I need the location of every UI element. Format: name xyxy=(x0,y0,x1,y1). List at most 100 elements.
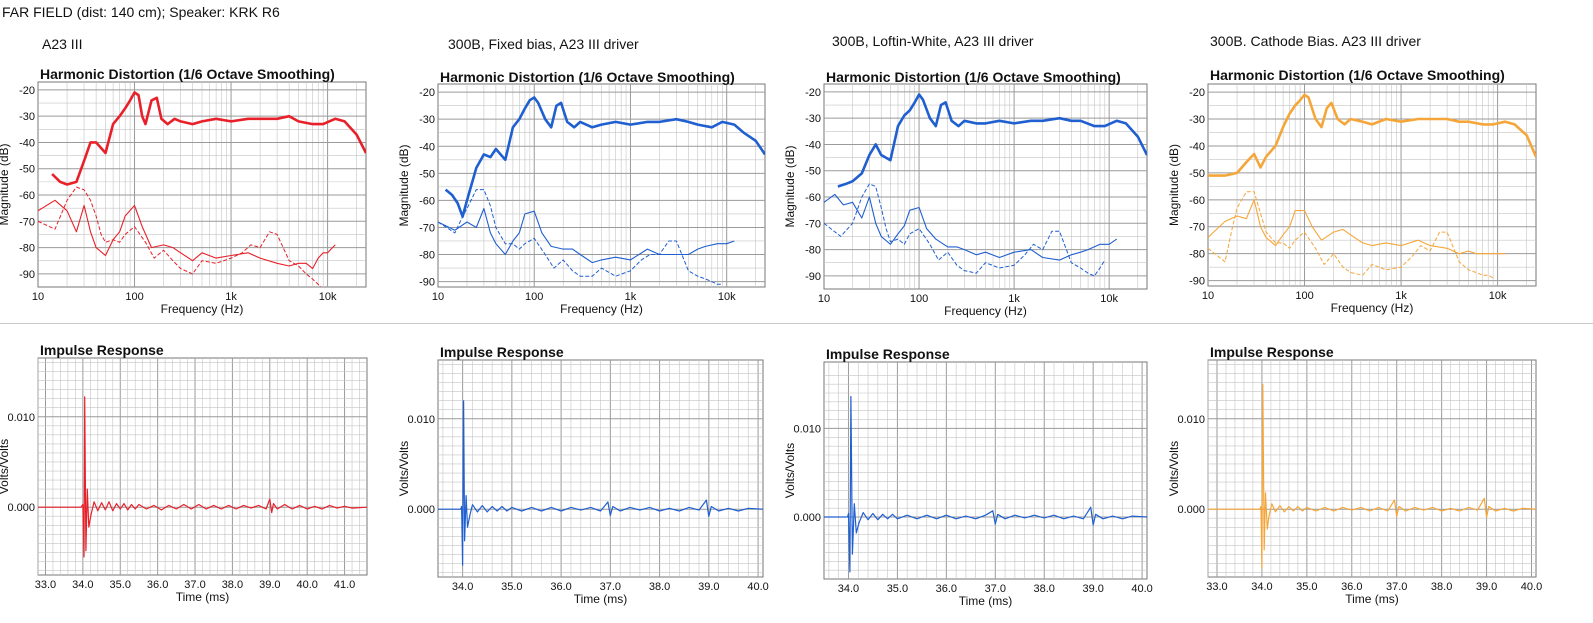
x-tick-label: 40.0 xyxy=(1131,583,1152,595)
y-axis-label: Magnitude (dB) xyxy=(783,145,797,227)
harmonic-distortion-chart-2: 10 100 1k 10k -20 -30 -40 -50 -60 -70 -80 -90 Harmon… xyxy=(397,69,766,316)
y-tick-label: -60 xyxy=(419,195,435,207)
x-tick-label: 37.0 xyxy=(1386,581,1407,593)
y-tick-label: -90 xyxy=(419,277,435,289)
x-tick-label: 35.0 xyxy=(887,583,908,595)
x-tick-label: 36.0 xyxy=(936,583,957,595)
harmonic-distortion-chart-1: 10 100 1k 10k -20 -30 -40 -50 -60 -70 -80 -90 Harmon… xyxy=(0,66,367,316)
x-tick-label: 10 xyxy=(818,293,830,305)
x-tick-label: 10 xyxy=(432,291,444,303)
y-tick-label: 0.000 xyxy=(7,502,35,514)
x-axis-label: Time (ms) xyxy=(1345,592,1399,606)
panel-subtitle-2: 300B, Fixed bias, A23 III driver xyxy=(448,36,639,52)
x-tick-label: 1k xyxy=(1395,290,1407,302)
y-axis-label: Volts/Volts xyxy=(0,439,11,494)
x-tick-label: 36.0 xyxy=(1341,581,1362,593)
series-fundamental xyxy=(837,93,1147,188)
y-tick-label: -70 xyxy=(1189,222,1205,234)
x-tick-label: 100 xyxy=(1295,290,1313,302)
x-tick-label: 40.0 xyxy=(1521,581,1542,593)
harmonic-distortion-chart-3: 10 100 1k 10k -20 -30 -40 -50 -60 -70 -80 -90 Harmon… xyxy=(783,69,1148,318)
x-tick-label: 38.0 xyxy=(222,579,243,591)
chart-title: Impulse Response xyxy=(1210,344,1334,360)
x-tick-label: 10 xyxy=(1202,290,1214,302)
y-tick-label: -30 xyxy=(19,111,35,123)
y-tick-label: -30 xyxy=(805,113,821,125)
y-tick-label: 0.000 xyxy=(1177,504,1205,516)
impulse-response-chart-4: 33.0 34.0 35.0 36.0 37.0 38.0 39.0 40.0 0.000 0.0… xyxy=(1167,344,1542,606)
y-tick-label: -80 xyxy=(1189,249,1205,261)
x-tick-label: 39.0 xyxy=(698,581,719,593)
y-tick-label: -90 xyxy=(19,269,35,281)
series-impulse xyxy=(824,395,1147,573)
y-axis-label: Magnitude (dB) xyxy=(0,143,11,225)
x-tick-label: 34.0 xyxy=(838,583,859,595)
impulse-response-chart-2: 34.0 35.0 36.0 37.0 38.0 39.0 40.0 0.000 0.010 Im… xyxy=(397,344,769,606)
series-impulse xyxy=(1208,383,1536,569)
x-tick-label: 38.0 xyxy=(649,581,670,593)
y-tick-label: -90 xyxy=(1189,276,1205,288)
x-axis-label: Frequency (Hz) xyxy=(560,302,643,316)
y-tick-label: -30 xyxy=(419,114,435,126)
y-tick-label: -80 xyxy=(805,245,821,257)
y-tick-label: -60 xyxy=(19,190,35,202)
series-fundamental xyxy=(444,96,765,218)
chart-title: Harmonic Distortion (1/6 Octave Smoothin… xyxy=(826,69,1121,85)
series-harmonic-dashed xyxy=(824,183,1106,277)
x-tick-label: 33.0 xyxy=(35,579,56,591)
x-axis-label: Frequency (Hz) xyxy=(1331,301,1414,315)
y-tick-label: 0.010 xyxy=(407,414,435,426)
y-tick-label: -70 xyxy=(805,218,821,230)
y-tick-label: 0.000 xyxy=(407,504,435,516)
x-tick-label: 39.0 xyxy=(1476,581,1497,593)
y-tick-label: -60 xyxy=(805,192,821,204)
y-tick-label: -50 xyxy=(1189,168,1205,180)
y-tick-label: -60 xyxy=(1189,195,1205,207)
series-harmonic-solid xyxy=(38,199,336,270)
x-tick-label: 100 xyxy=(910,293,928,305)
y-tick-label: -80 xyxy=(19,243,35,255)
x-axis-label: Time (ms) xyxy=(959,594,1013,608)
x-tick-label: 35.0 xyxy=(110,579,131,591)
chart-title: Harmonic Distortion (1/6 Octave Smoothin… xyxy=(1210,67,1505,83)
x-tick-label: 36.0 xyxy=(550,581,571,593)
x-tick-label: 39.0 xyxy=(1082,583,1103,595)
x-tick-label: 40.0 xyxy=(296,579,317,591)
y-axis-label: Magnitude (dB) xyxy=(397,144,411,226)
x-tick-label: 1k xyxy=(1008,293,1020,305)
x-tick-label: 10k xyxy=(1489,290,1507,302)
y-tick-label: -20 xyxy=(1189,87,1205,99)
y-tick-label: 0.010 xyxy=(793,423,821,435)
series-harmonic-solid xyxy=(438,207,735,264)
x-axis-label: Time (ms) xyxy=(176,590,230,604)
y-axis-label: Volts/Volts xyxy=(1167,441,1181,496)
x-tick-label: 33.0 xyxy=(1206,581,1227,593)
x-tick-label: 35.0 xyxy=(501,581,522,593)
x-tick-label: 37.0 xyxy=(184,579,205,591)
x-tick-label: 37.0 xyxy=(985,583,1006,595)
y-tick-label: -20 xyxy=(805,87,821,99)
y-tick-label: -70 xyxy=(19,216,35,228)
x-tick-label: 10k xyxy=(1100,293,1118,305)
chart-title: Impulse Response xyxy=(826,346,950,362)
y-tick-label: -40 xyxy=(1189,141,1205,153)
x-tick-label: 34.0 xyxy=(1251,581,1272,593)
y-tick-label: -30 xyxy=(1189,114,1205,126)
x-tick-label: 100 xyxy=(125,291,143,303)
x-tick-label: 10k xyxy=(718,291,736,303)
y-tick-label: -40 xyxy=(805,139,821,151)
y-tick-label: -20 xyxy=(419,87,435,99)
y-tick-label: -70 xyxy=(419,222,435,234)
x-tick-label: 38.0 xyxy=(1431,581,1452,593)
series-harmonic-solid xyxy=(1208,199,1506,255)
harmonic-distortion-chart-4: 10 100 1k 10k -20 -30 -40 -50 -60 -70 -80 -90 Harmon… xyxy=(1167,67,1537,315)
impulse-response-chart-3: 34.0 35.0 36.0 37.0 38.0 39.0 40.0 0.000 0.010 Im… xyxy=(783,346,1153,608)
chart-title: Harmonic Distortion (1/6 Octave Smoothin… xyxy=(440,69,735,85)
series-harmonic-solid xyxy=(824,193,1118,261)
series-fundamental xyxy=(1208,93,1536,177)
chart-title: Impulse Response xyxy=(40,342,164,358)
x-tick-label: 10 xyxy=(32,291,44,303)
y-tick-label: 0.000 xyxy=(793,512,821,524)
page-title: FAR FIELD (dist: 140 cm); Speaker: KRK R… xyxy=(2,4,280,20)
chart-title: Impulse Response xyxy=(440,344,564,360)
